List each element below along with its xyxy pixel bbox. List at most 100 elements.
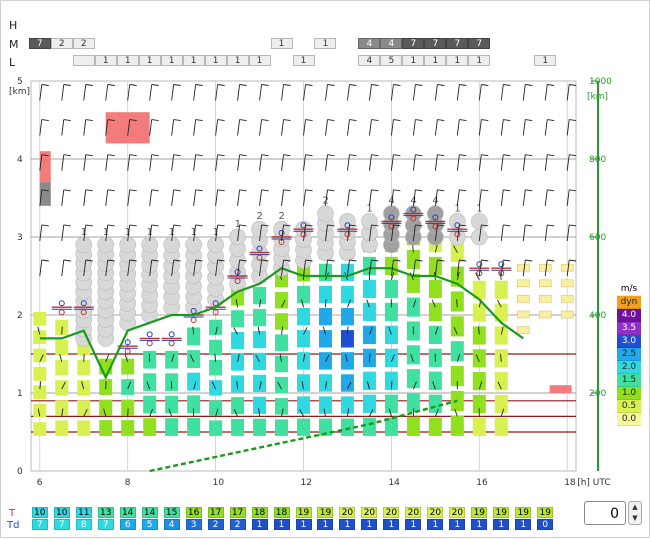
cloud-puff bbox=[274, 221, 290, 237]
x-tick-label: 12 bbox=[301, 478, 312, 488]
barb-staff bbox=[457, 85, 459, 101]
thermal-cell bbox=[429, 326, 442, 344]
thermal-cell bbox=[429, 418, 442, 436]
cloud-cover-label: 2 bbox=[257, 211, 263, 222]
barb-staff bbox=[106, 190, 108, 206]
barb-flag bbox=[196, 85, 203, 86]
barb-flag bbox=[64, 85, 71, 86]
barb-flag bbox=[306, 120, 313, 121]
thermal-cell bbox=[341, 418, 354, 435]
legend-entry: 1.0 bbox=[617, 387, 641, 400]
barb-flag bbox=[481, 85, 488, 86]
barb-staff bbox=[194, 85, 196, 101]
small-cell bbox=[539, 295, 551, 302]
dewpoint-cell: 1 bbox=[296, 519, 312, 530]
temperature-cell: 17 bbox=[230, 507, 246, 518]
stepper-down-button[interactable]: ▼ bbox=[629, 513, 641, 524]
wind-barb bbox=[523, 120, 532, 136]
x-tick-label: 16 bbox=[476, 478, 488, 488]
wind-barb bbox=[501, 225, 510, 241]
y-tick-label-left: 2 bbox=[17, 311, 23, 321]
thermal-cell bbox=[495, 418, 508, 436]
barb-flag bbox=[547, 155, 554, 156]
thermal-cell bbox=[341, 286, 354, 303]
thermal-cell bbox=[385, 326, 398, 344]
offset-stepper-input[interactable]: 0 bbox=[584, 501, 626, 525]
thermal-cell bbox=[33, 312, 46, 326]
thermal-column bbox=[451, 242, 464, 436]
barb-staff bbox=[413, 155, 415, 171]
wind-barb bbox=[194, 190, 203, 206]
thermal-cell bbox=[209, 400, 222, 415]
barb-flag bbox=[481, 260, 488, 261]
thermal-cell bbox=[209, 420, 222, 435]
wind-barb bbox=[523, 190, 532, 206]
wind-barb bbox=[567, 155, 576, 171]
stepper-up-button[interactable]: ▲ bbox=[629, 502, 641, 513]
wind-barb bbox=[106, 155, 115, 171]
barb-flag bbox=[481, 190, 488, 191]
barb-flag bbox=[437, 190, 444, 191]
barb-flag bbox=[262, 155, 269, 156]
thermal-cell bbox=[121, 420, 134, 436]
temperature-cell: 16 bbox=[186, 507, 202, 518]
thermal-cell bbox=[231, 375, 244, 392]
barb-flag bbox=[174, 120, 181, 121]
wind-barb bbox=[84, 155, 93, 171]
barb-flag bbox=[569, 120, 576, 121]
wind-barb bbox=[347, 85, 356, 101]
wind-barb bbox=[413, 85, 422, 101]
dewpoint-cell: 0 bbox=[537, 519, 553, 530]
thermal-cell bbox=[33, 349, 46, 363]
cloud-puff bbox=[427, 206, 443, 222]
barb-staff bbox=[172, 190, 174, 206]
thermal-cell bbox=[187, 418, 200, 436]
thermal-cell bbox=[187, 350, 200, 368]
thermal-cell bbox=[451, 416, 464, 436]
temperature-row-label: T bbox=[9, 508, 15, 519]
y-tick-label-right: 600 bbox=[589, 233, 606, 243]
thermal-cell bbox=[77, 360, 90, 375]
barb-flag bbox=[218, 120, 225, 121]
barb-flag bbox=[481, 120, 488, 121]
cloud-puff bbox=[230, 229, 246, 245]
temperature-cell: 17 bbox=[208, 507, 224, 518]
barb-flag bbox=[503, 85, 510, 86]
barb-flag bbox=[525, 260, 532, 261]
barb-flag bbox=[64, 120, 71, 121]
thermal-cell bbox=[77, 400, 90, 415]
barb-flag bbox=[306, 190, 313, 191]
barb-staff bbox=[369, 85, 371, 101]
thermal-cell bbox=[319, 396, 332, 413]
thermal-cell bbox=[275, 356, 288, 373]
wind-barb bbox=[347, 155, 356, 171]
wind-barb bbox=[238, 120, 247, 136]
y-tick-label-left: 3 bbox=[17, 233, 23, 243]
thermal-cell bbox=[495, 326, 508, 344]
wind-barb bbox=[194, 85, 203, 101]
barb-flag bbox=[569, 260, 576, 261]
barb-flag bbox=[152, 190, 159, 191]
wind-barb bbox=[150, 85, 159, 101]
cloud-puff bbox=[252, 221, 268, 237]
barb-staff bbox=[435, 85, 437, 101]
cloud-cover-label: 2 bbox=[279, 211, 285, 222]
cloud-puff bbox=[471, 229, 487, 245]
barb-staff bbox=[501, 120, 503, 136]
thermal-cell bbox=[297, 330, 310, 347]
wind-barb bbox=[304, 85, 313, 101]
thermal-cell bbox=[209, 340, 222, 355]
wind-barb bbox=[501, 155, 510, 171]
barb-staff bbox=[238, 120, 240, 136]
barb-staff bbox=[545, 155, 547, 171]
wind-barb bbox=[413, 120, 422, 136]
marker-dot bbox=[147, 341, 152, 346]
cloud-puff bbox=[339, 213, 355, 229]
marker-dot bbox=[147, 332, 152, 337]
barb-staff bbox=[501, 190, 503, 206]
thermal-cell bbox=[363, 418, 376, 436]
wind-barb bbox=[40, 260, 49, 276]
wind-barb bbox=[128, 155, 137, 171]
thermal-cell bbox=[473, 372, 486, 390]
barb-staff bbox=[369, 120, 371, 136]
